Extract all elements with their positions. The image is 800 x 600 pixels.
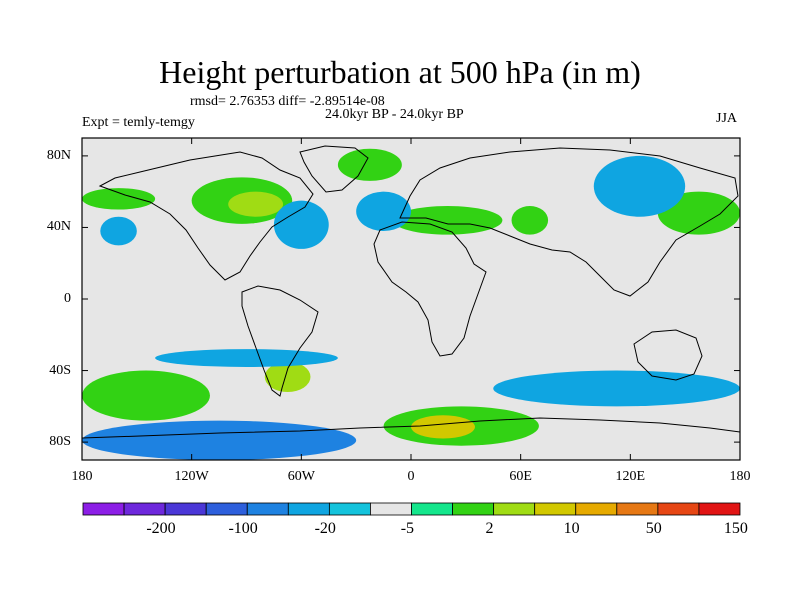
field-south-atlantic-core [411,415,475,439]
map-title: Height perturbation at 500 hPa (in m) [159,54,641,90]
field-north-atlantic-negative [356,191,412,232]
lon-label: 0 [407,469,415,484]
lat-label: 0 [64,291,71,306]
colorbar-swatch [616,502,659,516]
colorbar-swatch [82,502,125,516]
field-siberia-negative [593,155,686,217]
contour-fields [82,148,740,460]
lon-label: 180 [71,469,93,484]
period-text: 24.0kyr BP - 24.0kyr BP [325,107,464,122]
field-southern-ocean-positive [82,370,210,421]
colorbar-swatch [205,502,248,516]
field-southeast-pacific-negative [155,349,338,367]
lat-label: 40N [46,219,71,235]
field-south-america-positive [264,361,311,393]
field-west-pacific-negative [100,216,137,246]
colorbar-label: -200 [146,520,176,537]
lon-label: 120E [615,469,646,484]
colorbar-label: -20 [314,520,336,537]
colorbar-swatch [370,502,412,516]
colorbar-swatch [246,502,289,516]
colorbar-label: 2 [485,520,494,537]
field-east-asia-positive [657,191,740,235]
coastline-africa [373,221,487,357]
coastline-greenland [299,145,369,193]
field-north-america-core [228,191,284,217]
coastline-antarctica [82,417,740,439]
colorbar-label: 50 [645,520,662,537]
field-northwest-atlantic-negative [273,200,329,249]
lon-label: 60W [287,469,315,484]
lat-label: 80S [49,434,71,450]
field-antarctic-negative [82,420,357,460]
season-label: JJA [716,111,738,126]
field-europe-positive [392,205,503,235]
colorbar-swatch [123,502,166,516]
statistics-text: rmsd= 2.76353 diff= -2.89514e-08 [190,94,385,109]
coastline-australia [633,329,703,381]
colorbar-swatch [575,502,618,516]
experiment-label: Expt = temly-temgy [82,115,195,130]
colorbar-swatch [164,502,207,516]
coastline-south-america [241,285,319,397]
field-indian-ocean-negative [493,370,740,407]
colorbar-label: 10 [563,520,580,537]
axis-ticks [81,138,741,460]
colorbar-swatch [452,502,495,516]
colorbar-swatch [493,502,536,516]
colorbar [82,502,741,516]
colorbar-swatch [657,502,700,516]
lon-label: 180 [729,469,751,484]
lon-label: 120W [174,469,209,484]
colorbar-label: -100 [228,520,258,537]
field-north-pacific-positive [82,188,156,210]
colorbar-swatch [534,502,577,516]
coastline-north-america [98,151,314,281]
colorbar-label: 150 [723,520,748,537]
lat-label: 40S [49,362,71,378]
lat-label: 80N [46,147,71,163]
colorbar-swatch [698,502,741,516]
colorbar-label: -5 [400,520,415,537]
colorbar-swatch [328,502,371,516]
colorbar-swatch [411,502,453,516]
coastlines [82,145,740,439]
coastline-eurasia [399,147,739,297]
field-greenland-positive [337,148,402,181]
lon-label: 60E [509,469,532,484]
field-central-asia-positive [511,205,549,235]
colorbar-swatch [287,502,330,516]
